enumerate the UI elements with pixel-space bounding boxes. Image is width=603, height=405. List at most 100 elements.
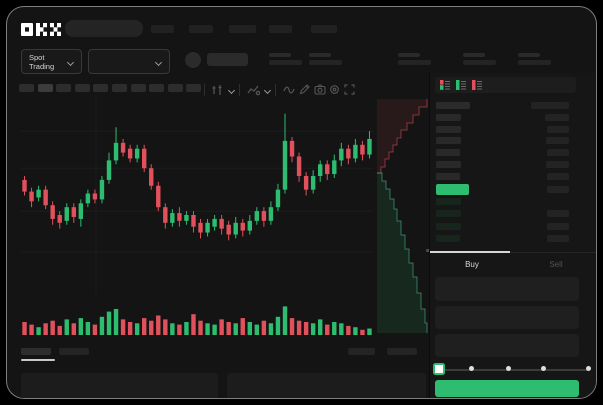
volume-bars[interactable] <box>21 293 373 335</box>
price-placeholder <box>436 160 461 168</box>
bid-row[interactable] <box>436 210 569 218</box>
nav-item[interactable] <box>269 25 292 33</box>
stat-group <box>518 53 552 65</box>
buy-button[interactable] <box>435 380 579 397</box>
chart-bottom-tab-active[interactable] <box>21 348 51 355</box>
ask-row[interactable] <box>436 125 569 133</box>
book-view-bids-icon[interactable] <box>455 79 467 91</box>
ask-row[interactable] <box>436 114 569 121</box>
pair-select[interactable] <box>88 49 170 74</box>
amount-placeholder <box>547 234 569 242</box>
stat-value-placeholder <box>309 60 342 65</box>
book-view-asks-icon[interactable] <box>471 79 483 91</box>
slider-stop-75[interactable] <box>541 366 546 371</box>
ask-row[interactable] <box>436 186 569 193</box>
market-mode-label: Spot Trading <box>29 52 55 71</box>
indicators-icon[interactable] <box>247 84 260 96</box>
price-placeholder <box>436 102 470 109</box>
ask-row[interactable] <box>436 172 569 180</box>
timeframe-pill[interactable] <box>56 84 72 92</box>
settings-gear-icon[interactable] <box>329 84 340 95</box>
slider-stop-50[interactable] <box>506 366 511 371</box>
timeframe-pill[interactable] <box>112 84 127 92</box>
stat-label-placeholder <box>398 53 420 57</box>
amount-placeholder <box>546 137 569 145</box>
price-placeholder <box>436 114 461 121</box>
stat-group <box>398 53 432 65</box>
chevron-down-icon[interactable] <box>265 87 271 93</box>
chart-style-icon[interactable] <box>211 84 224 96</box>
amount-placeholder <box>547 125 569 133</box>
amount-placeholder <box>547 210 569 218</box>
depth-chart[interactable] <box>377 97 429 343</box>
nav-item[interactable] <box>151 25 174 33</box>
trade-tabbar: Buy Sell <box>430 251 596 275</box>
bid-row[interactable] <box>436 234 569 242</box>
amount-input[interactable] <box>435 306 579 329</box>
nav-item[interactable] <box>311 25 337 33</box>
timeframe-pill[interactable] <box>74 84 90 92</box>
amount-placeholder <box>547 172 569 180</box>
chevron-down-icon <box>156 59 162 65</box>
ask-row[interactable] <box>436 149 569 157</box>
tab-buy[interactable]: Buy <box>430 251 514 275</box>
timeframe-pill[interactable] <box>93 84 109 92</box>
last-price-badge[interactable] <box>436 184 469 195</box>
timeframe-pill[interactable] <box>130 84 146 92</box>
amount-placeholder <box>547 222 569 230</box>
candlestick-chart[interactable] <box>21 95 373 293</box>
nav-item[interactable] <box>189 25 213 33</box>
ask-row[interactable] <box>436 137 569 145</box>
toolbar-divider <box>275 84 276 96</box>
chart-bottom-tab[interactable] <box>59 348 89 355</box>
amount-placeholder <box>547 186 569 193</box>
chevron-down-icon <box>68 59 74 65</box>
chart-range-control[interactable] <box>348 348 375 355</box>
orders-panel-placeholder <box>227 373 426 398</box>
chevron-down-icon[interactable] <box>229 87 235 93</box>
price-placeholder <box>436 125 461 133</box>
toolbar-divider <box>204 84 205 96</box>
price-placeholder <box>436 222 461 230</box>
ask-row[interactable] <box>436 102 569 109</box>
timeframe-pill[interactable] <box>19 84 34 92</box>
search-input[interactable] <box>65 20 143 37</box>
stat-group <box>269 53 303 65</box>
amount-slider-track[interactable] <box>437 369 589 371</box>
okx-logo-icon[interactable] <box>21 23 61 37</box>
app-window: Spot Trading <box>6 6 597 399</box>
price-input[interactable] <box>435 277 579 301</box>
slider-stop-25[interactable] <box>469 366 474 371</box>
amount-slider-handle[interactable] <box>433 363 445 375</box>
amount-placeholder <box>545 114 569 121</box>
timeframe-pill[interactable] <box>186 84 202 92</box>
nav-item[interactable] <box>229 25 256 33</box>
total-input[interactable] <box>435 334 579 357</box>
fullscreen-icon[interactable] <box>344 84 355 95</box>
price-placeholder <box>436 198 461 205</box>
toolbar-divider <box>239 84 240 96</box>
amount-placeholder <box>546 160 569 168</box>
stat-value-placeholder <box>269 60 302 65</box>
chart-range-control[interactable] <box>387 348 417 355</box>
timeframe-pill[interactable] <box>167 84 183 92</box>
screenshot-camera-icon[interactable] <box>314 84 326 95</box>
draw-pencil-icon[interactable] <box>299 84 310 95</box>
bid-row[interactable] <box>436 198 569 205</box>
line-tool-icon[interactable] <box>283 86 295 94</box>
active-tab-underline <box>21 359 55 361</box>
pair-name-placeholder <box>207 53 248 66</box>
book-view-both-icon[interactable] <box>439 79 451 91</box>
price-placeholder <box>436 210 461 218</box>
stat-value-placeholder <box>463 60 496 65</box>
bid-row[interactable] <box>436 222 569 230</box>
timeframe-pill[interactable] <box>149 84 165 92</box>
timeframe-pill[interactable] <box>37 84 53 92</box>
stat-label-placeholder <box>463 53 485 57</box>
market-mode-select[interactable]: Spot Trading <box>21 49 82 74</box>
slider-stop-100[interactable] <box>586 366 591 371</box>
ask-row[interactable] <box>436 160 569 168</box>
stat-group <box>463 53 497 65</box>
tab-sell[interactable]: Sell <box>549 259 563 269</box>
